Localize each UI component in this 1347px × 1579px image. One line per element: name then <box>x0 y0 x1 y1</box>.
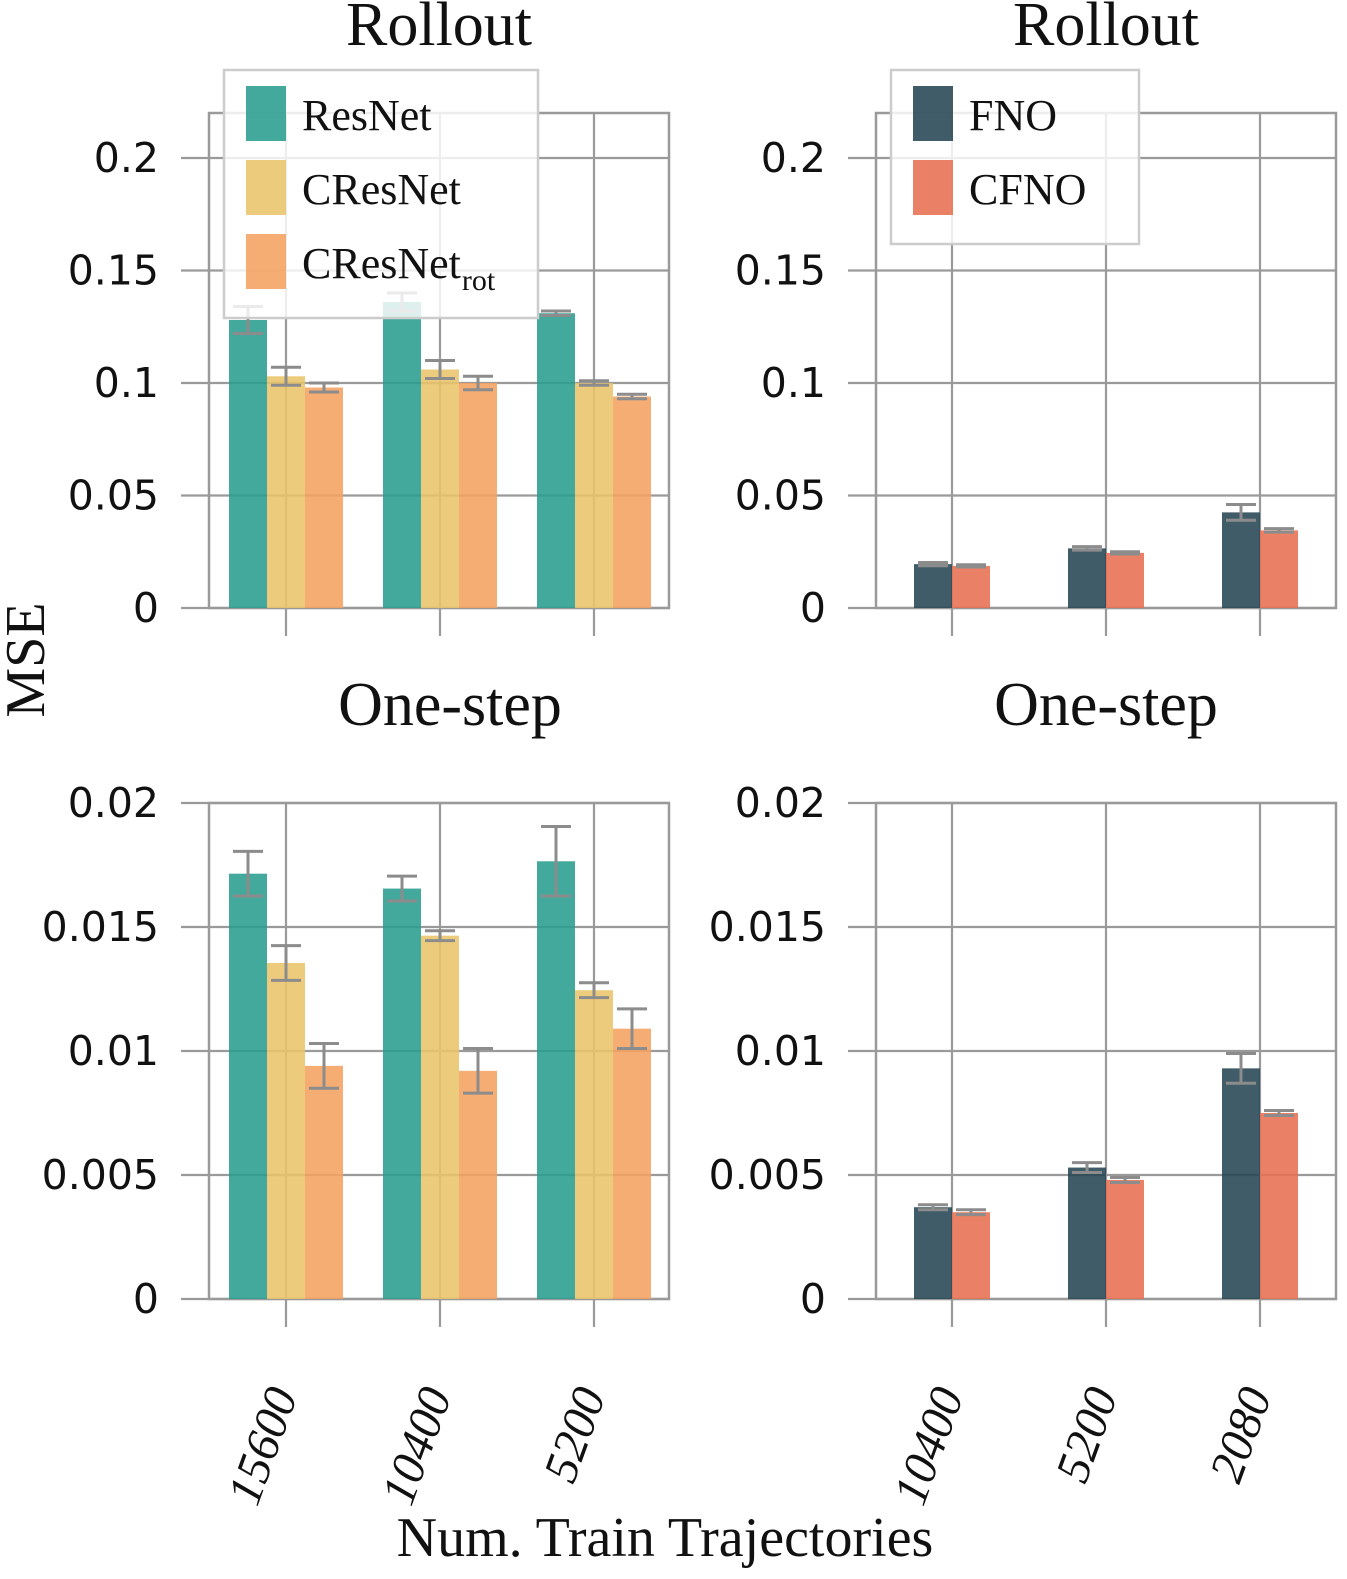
x-tick-label: 5200 <box>534 1381 617 1489</box>
y-tick-label: 0.02 <box>735 779 826 827</box>
legend-swatch <box>913 86 953 141</box>
chart-title: Rollout <box>1013 0 1199 59</box>
bar-cresnet-rot <box>459 1070 497 1299</box>
y-axis-label: MSE <box>0 602 57 717</box>
y-tick-label: 0 <box>800 1275 826 1323</box>
legend-label: ResNet <box>302 91 432 140</box>
bar-resnet <box>229 320 267 608</box>
y-tick-label: 0.1 <box>94 359 159 407</box>
x-tick-label: 15600 <box>217 1381 308 1512</box>
bar-cfno <box>1106 552 1144 608</box>
bar-cfno <box>1260 530 1298 608</box>
legend-label: FNO <box>969 91 1057 140</box>
bar-resnet <box>383 888 421 1299</box>
bar-resnet <box>537 313 575 608</box>
legend-label: CResNet <box>302 239 461 288</box>
bar-cresnet <box>267 962 305 1299</box>
y-tick-label: 0.01 <box>735 1027 826 1075</box>
y-tick-label: 0.05 <box>735 472 826 520</box>
bar-fno <box>914 564 952 608</box>
bar-fno <box>1068 548 1106 608</box>
bar-fno <box>1222 512 1260 608</box>
bar-fno <box>1222 1068 1260 1299</box>
bar-cfno <box>1106 1179 1144 1299</box>
legend-swatch <box>246 86 286 141</box>
chart-title: One-step <box>338 671 562 739</box>
bar-cresnet-rot <box>305 1065 343 1299</box>
y-tick-label: 0.05 <box>68 472 159 520</box>
bar-cresnet-rot <box>613 1028 651 1299</box>
y-tick-label: 0 <box>800 584 826 632</box>
bar-resnet <box>383 302 421 608</box>
bar-cresnet-rot <box>459 383 497 608</box>
y-tick-label: 0 <box>133 584 159 632</box>
bar-cresnet-rot <box>305 387 343 608</box>
chart-title: One-step <box>994 671 1218 739</box>
legend-label: CResNet <box>302 165 461 214</box>
y-tick-label: 0.1 <box>761 359 826 407</box>
y-tick-label: 0.015 <box>42 903 159 951</box>
x-tick-label: 10400 <box>883 1381 974 1512</box>
legend-swatch <box>913 160 953 215</box>
bar-fno <box>914 1207 952 1299</box>
bar-cresnet-rot <box>613 396 651 608</box>
legend-subscript: rot <box>462 264 496 297</box>
bar-fno <box>1068 1167 1106 1299</box>
legend-label: CFNO <box>969 165 1086 214</box>
x-tick-label: 5200 <box>1046 1381 1129 1489</box>
legend-swatch <box>246 234 286 289</box>
y-tick-label: 0.2 <box>94 134 159 182</box>
y-tick-label: 0.2 <box>761 134 826 182</box>
bar-resnet <box>537 861 575 1299</box>
y-tick-label: 0.005 <box>709 1151 826 1199</box>
y-tick-label: 0.01 <box>68 1027 159 1075</box>
bar-cfno <box>952 565 990 608</box>
bar-cfno <box>1260 1113 1298 1299</box>
bar-cresnet <box>575 383 613 608</box>
x-tick-label: 2080 <box>1200 1381 1283 1489</box>
x-axis-label: Num. Train Trajectories <box>397 1507 934 1569</box>
x-tick-label: 10400 <box>371 1381 462 1512</box>
y-tick-label: 0 <box>133 1275 159 1323</box>
y-tick-label: 0.005 <box>42 1151 159 1199</box>
y-tick-label: 0.02 <box>68 779 159 827</box>
y-tick-label: 0.15 <box>735 247 826 295</box>
legend-swatch <box>246 160 286 215</box>
y-tick-label: 0.015 <box>709 903 826 951</box>
bar-cresnet <box>575 990 613 1299</box>
bar-resnet <box>229 873 267 1299</box>
chart-title: Rollout <box>346 0 532 59</box>
bar-cresnet <box>421 369 459 608</box>
y-tick-label: 0.15 <box>68 247 159 295</box>
bar-cfno <box>952 1212 990 1299</box>
bar-cresnet <box>421 935 459 1299</box>
bar-cresnet <box>267 376 305 608</box>
